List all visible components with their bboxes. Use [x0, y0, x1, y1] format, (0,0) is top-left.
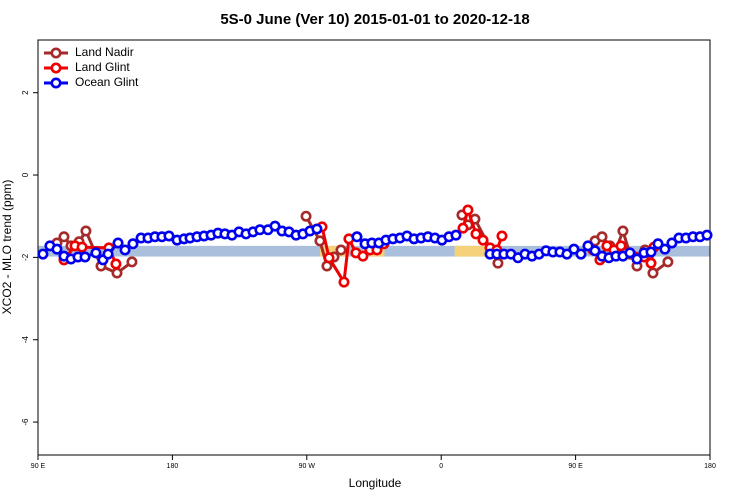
band	[319, 245, 346, 257]
data-point	[652, 238, 664, 250]
data-point	[647, 267, 659, 279]
x-tick-label: 90 E	[568, 463, 583, 470]
data-point	[111, 267, 123, 279]
data-point	[127, 238, 139, 250]
data-point	[311, 223, 323, 235]
y-tick-label: 2	[21, 90, 30, 95]
data-point	[662, 256, 674, 268]
data-point	[323, 252, 335, 264]
y-tick-label: 0	[21, 172, 30, 177]
data-point	[314, 235, 326, 247]
data-point	[80, 225, 92, 237]
legend-marker	[50, 47, 62, 59]
legend-label: Land Glint	[75, 60, 130, 74]
data-point	[596, 231, 608, 243]
plot-frame	[37, 39, 711, 456]
data-point	[300, 210, 312, 222]
data-point	[457, 222, 469, 234]
data-point	[659, 243, 671, 255]
data-point	[76, 241, 88, 253]
x-tick-label: 180	[167, 463, 179, 470]
data-point	[470, 228, 482, 240]
x-tick-label: 90 E	[31, 463, 46, 470]
data-point	[666, 237, 678, 249]
data-point	[112, 237, 124, 249]
data-point	[589, 245, 601, 257]
y-axis-label: XCO2 - MLO trend (ppm)	[0, 180, 14, 315]
band	[454, 245, 491, 257]
data-point	[269, 220, 281, 232]
data-point	[477, 234, 489, 246]
data-point	[126, 256, 138, 268]
data-point	[58, 231, 70, 243]
legend-label: Ocean Glint	[75, 75, 139, 89]
data-point	[90, 247, 102, 259]
data-point	[335, 244, 347, 256]
data-point	[51, 243, 63, 255]
data-point	[110, 258, 122, 270]
data-point	[568, 243, 580, 255]
x-tick-label: 0	[439, 463, 443, 470]
data-point	[645, 246, 657, 258]
data-point	[102, 248, 114, 260]
data-point	[351, 231, 363, 243]
data-point	[357, 250, 369, 262]
data-point	[561, 248, 573, 260]
y-tick-label: -4	[21, 336, 30, 344]
data-point	[338, 276, 350, 288]
x-tick-label: 90 W	[299, 463, 316, 470]
data-point	[163, 230, 175, 242]
y-tick-label: -2	[21, 253, 30, 261]
legend-marker	[50, 62, 62, 74]
data-point	[79, 251, 91, 263]
x-tick-label: 180	[704, 463, 716, 470]
legend-marker	[50, 77, 62, 89]
x-axis-label: Longitude	[349, 476, 402, 490]
data-point	[631, 253, 643, 265]
data-point	[701, 229, 713, 241]
chart-title: 5S-0 June (Ver 10) 2015-01-01 to 2020-12…	[220, 11, 529, 28]
data-point	[615, 240, 627, 252]
data-point	[119, 244, 131, 256]
data-point	[37, 248, 49, 260]
data-point	[492, 257, 504, 269]
legend-label: Land Nadir	[75, 45, 134, 59]
data-point	[462, 204, 474, 216]
data-point	[624, 247, 636, 259]
data-point	[582, 240, 594, 252]
data-point	[645, 257, 657, 269]
data-point	[450, 229, 462, 241]
data-point	[575, 248, 587, 260]
data-point	[496, 230, 508, 242]
y-tick-label: -6	[21, 418, 30, 426]
data-point	[617, 225, 629, 237]
